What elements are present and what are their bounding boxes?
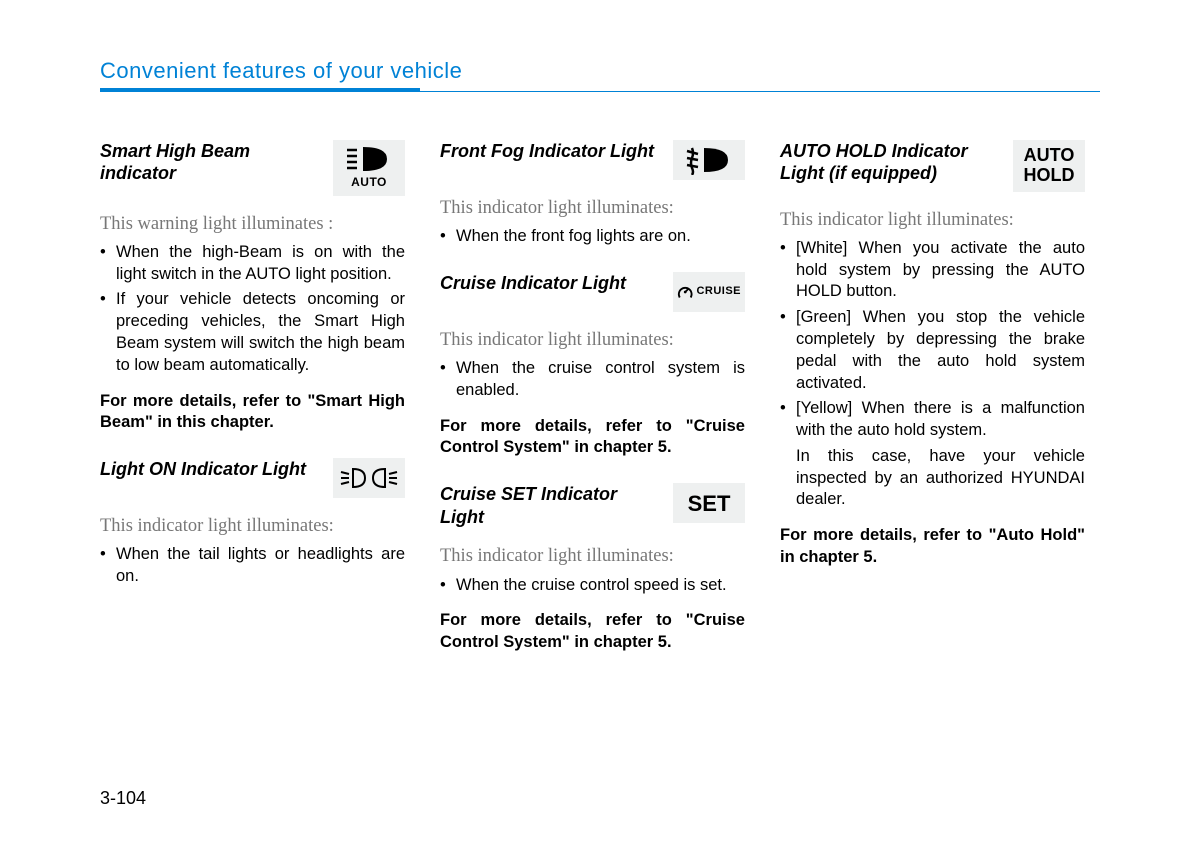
bullet-item: [Green] When you stop the vehicle comple… bbox=[780, 307, 1085, 394]
page-header: Convenient features of your vehicle bbox=[100, 58, 1100, 84]
section-head-fog: Front Fog Indicator Light bbox=[440, 140, 745, 180]
fog-light-icon bbox=[673, 140, 745, 180]
bullet-item: [White] When you activate the auto hold … bbox=[780, 238, 1085, 303]
bullet-item: When the tail lights or headlights are o… bbox=[100, 544, 405, 588]
reference-text: For more details, refer to "Auto Hold" i… bbox=[780, 525, 1085, 569]
title-smart-high-beam: Smart High Beam indicator bbox=[100, 140, 323, 185]
title-auto-hold: AUTO HOLD Indicator Light (if equipped) bbox=[780, 140, 1003, 185]
section-head-cruise-set: Cruise SET Indicator Light SET bbox=[440, 483, 745, 528]
gray-text: This indicator light illuminates: bbox=[440, 328, 745, 352]
bullet-item: If your vehicle detects oncoming or prec… bbox=[100, 289, 405, 376]
column-1: Smart High Beam indicator AUTO This warn… bbox=[100, 140, 405, 654]
cruise-text: CRUISE bbox=[696, 284, 741, 299]
page-number: 3-104 bbox=[100, 788, 146, 809]
section-head-smart-high-beam: Smart High Beam indicator AUTO bbox=[100, 140, 405, 196]
cruise-icon: CRUISE bbox=[673, 272, 745, 312]
gray-text: This indicator light illuminates: bbox=[780, 208, 1085, 232]
bullet-item: [Yellow] When there is a malfunction wit… bbox=[780, 398, 1085, 442]
column-3: AUTO HOLD Indicator Light (if equipped) … bbox=[780, 140, 1085, 654]
reference-text: For more details, refer to "Smart High B… bbox=[100, 391, 405, 435]
set-icon: SET bbox=[673, 483, 745, 523]
auto-hold-line1: AUTO bbox=[1024, 145, 1075, 165]
section-head-auto-hold: AUTO HOLD Indicator Light (if equipped) … bbox=[780, 140, 1085, 192]
columns: Smart High Beam indicator AUTO This warn… bbox=[100, 140, 1100, 654]
bullet-item: When the high-Beam is on with the light … bbox=[100, 242, 405, 286]
note-text: In this case, have your vehicle inspecte… bbox=[780, 446, 1085, 511]
gray-text: This indicator light illuminates: bbox=[440, 544, 745, 568]
title-light-on: Light ON Indicator Light bbox=[100, 458, 323, 481]
auto-hold-line2: HOLD bbox=[1024, 165, 1075, 185]
set-text: SET bbox=[688, 489, 731, 518]
header-rule-thin bbox=[420, 91, 1100, 92]
title-fog: Front Fog Indicator Light bbox=[440, 140, 663, 163]
section-head-cruise: Cruise Indicator Light CRUISE bbox=[440, 272, 745, 312]
light-on-icon bbox=[333, 458, 405, 498]
gray-text: This warning light illuminates : bbox=[100, 212, 405, 236]
gray-text: This indicator light illuminates: bbox=[440, 196, 745, 220]
section-head-light-on: Light ON Indicator Light bbox=[100, 458, 405, 498]
title-cruise-set: Cruise SET Indicator Light bbox=[440, 483, 663, 528]
bullet-item: When the front fog lights are on. bbox=[440, 226, 745, 248]
auto-hold-icon: AUTO HOLD bbox=[1013, 140, 1085, 192]
header-rule-thick bbox=[100, 88, 420, 92]
reference-text: For more details, refer to "Cruise Contr… bbox=[440, 416, 745, 460]
title-cruise: Cruise Indicator Light bbox=[440, 272, 663, 295]
column-2: Front Fog Indicator Light This indicator… bbox=[440, 140, 745, 654]
icon-label-auto: AUTO bbox=[351, 175, 387, 191]
gray-text: This indicator light illuminates: bbox=[100, 514, 405, 538]
high-beam-auto-icon: AUTO bbox=[333, 140, 405, 196]
reference-text: For more details, refer to "Cruise Contr… bbox=[440, 610, 745, 654]
bullet-item: When the cruise control speed is set. bbox=[440, 575, 745, 597]
bullet-item: When the cruise control system is enable… bbox=[440, 358, 745, 402]
